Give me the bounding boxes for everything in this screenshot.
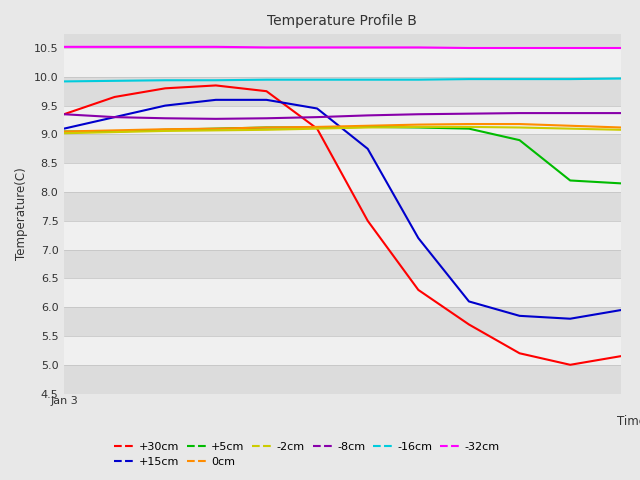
Bar xyxy=(64,336,621,365)
Bar xyxy=(64,307,621,336)
Bar xyxy=(64,365,621,394)
X-axis label: Time: Time xyxy=(618,415,640,428)
Bar xyxy=(64,163,621,192)
Bar xyxy=(64,278,621,307)
Y-axis label: Temperature(C): Temperature(C) xyxy=(15,167,28,260)
Bar xyxy=(64,221,621,250)
Bar xyxy=(64,77,621,106)
Bar xyxy=(64,106,621,134)
Bar xyxy=(64,134,621,163)
Bar xyxy=(64,48,621,77)
Bar xyxy=(64,250,621,278)
Bar xyxy=(64,192,621,221)
Legend: +30cm, +15cm, +5cm, 0cm, -2cm, -8cm, -16cm, -32cm: +30cm, +15cm, +5cm, 0cm, -2cm, -8cm, -16… xyxy=(114,442,500,467)
Bar xyxy=(64,19,621,48)
Title: Temperature Profile B: Temperature Profile B xyxy=(268,14,417,28)
